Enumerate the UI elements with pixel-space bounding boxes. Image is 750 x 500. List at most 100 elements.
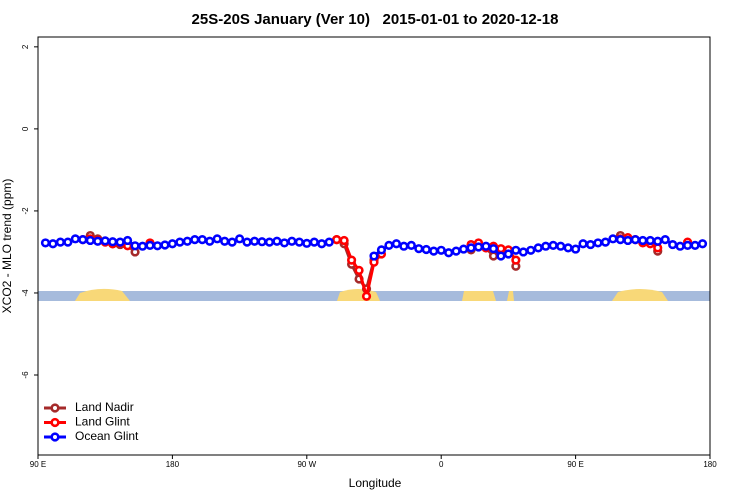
data-point [444, 248, 454, 258]
data-point [473, 242, 484, 252]
data-point [354, 265, 364, 276]
data-point [100, 236, 110, 246]
data-point [511, 245, 521, 255]
data-point [421, 244, 431, 255]
data-point [115, 237, 125, 247]
legend-marker [50, 432, 60, 442]
x-tick-label: 180 [703, 460, 717, 469]
data-point [697, 239, 708, 249]
land-patch [612, 289, 668, 301]
data-point [175, 237, 185, 247]
land-patch [75, 288, 130, 301]
data-point [309, 237, 319, 247]
data-point [108, 237, 118, 247]
data-point [40, 238, 51, 248]
data-point [152, 241, 163, 251]
data-point [160, 240, 170, 250]
x-tick-label: 0 [439, 460, 444, 469]
y-tick-label: -4 [21, 289, 30, 297]
data-point [496, 244, 506, 254]
data-point [70, 234, 80, 244]
data-point [518, 247, 528, 257]
data-point [459, 244, 469, 254]
data-point [533, 243, 543, 253]
data-point [451, 246, 461, 256]
data-point [197, 235, 207, 245]
data-point [324, 237, 334, 247]
data-point [668, 239, 678, 250]
data-point [205, 236, 215, 246]
data-point [593, 238, 603, 248]
data-point [488, 251, 499, 261]
data-point [600, 237, 611, 247]
data-point [85, 235, 95, 246]
data-point [317, 239, 327, 249]
data-point [638, 235, 648, 246]
data-point [556, 241, 566, 251]
y-tick-label: -6 [21, 371, 30, 379]
data-point [585, 239, 596, 250]
data-point [399, 241, 409, 251]
data-point [63, 237, 73, 247]
data-point [302, 238, 312, 248]
data-point [235, 234, 245, 244]
data-point [190, 235, 200, 245]
legend-label: Land Glint [75, 415, 130, 429]
data-point [130, 241, 140, 251]
data-point [167, 239, 177, 249]
data-point [548, 240, 558, 250]
data-point [466, 243, 476, 253]
data-point [429, 246, 439, 256]
data-point [347, 255, 357, 265]
chart-title: 25S-20S January (Ver 10) 2015-01-01 to 2… [192, 11, 559, 28]
legend-marker [50, 417, 60, 428]
data-point [391, 239, 402, 249]
data-point [615, 235, 626, 245]
data-point [227, 237, 237, 247]
data-point [541, 241, 551, 251]
x-tick-label: 180 [166, 460, 180, 469]
data-point [249, 236, 260, 246]
data-point [294, 237, 304, 247]
legend-label: Ocean Glint [75, 429, 139, 443]
data-point [653, 236, 663, 246]
data-point [122, 235, 133, 246]
data-point [48, 239, 58, 249]
data-point [503, 249, 514, 259]
data-point [145, 240, 155, 250]
data-point [55, 237, 66, 247]
x-axis-label: Longitude [349, 476, 402, 490]
data-point [623, 235, 633, 246]
data-point [212, 234, 222, 244]
y-tick-label: 2 [21, 44, 30, 49]
data-point [630, 235, 640, 245]
data-point [384, 240, 394, 250]
data-point [339, 235, 349, 246]
x-tick-label: 90 W [297, 460, 316, 469]
data-point [570, 244, 581, 254]
data-point [242, 237, 252, 247]
data-point [264, 237, 275, 247]
surface-band [38, 288, 710, 301]
legend-marker [50, 403, 60, 413]
data-point [376, 245, 387, 255]
data-point [137, 241, 148, 251]
data-point [690, 240, 700, 250]
data-point [332, 235, 342, 245]
legend-label: Land Nadir [75, 400, 134, 414]
data-point [272, 236, 282, 246]
data-point [406, 240, 416, 250]
data-point [496, 251, 506, 261]
data-point [481, 241, 491, 251]
data-point [369, 251, 379, 261]
x-tick-label: 90 E [567, 460, 583, 469]
data-point [361, 291, 372, 301]
land-patch [337, 289, 380, 301]
data-point [682, 240, 693, 250]
y-tick-label: 0 [21, 126, 30, 131]
land-patch [507, 291, 514, 301]
data-point [675, 241, 685, 251]
data-point [287, 236, 297, 246]
data-point [511, 255, 521, 265]
